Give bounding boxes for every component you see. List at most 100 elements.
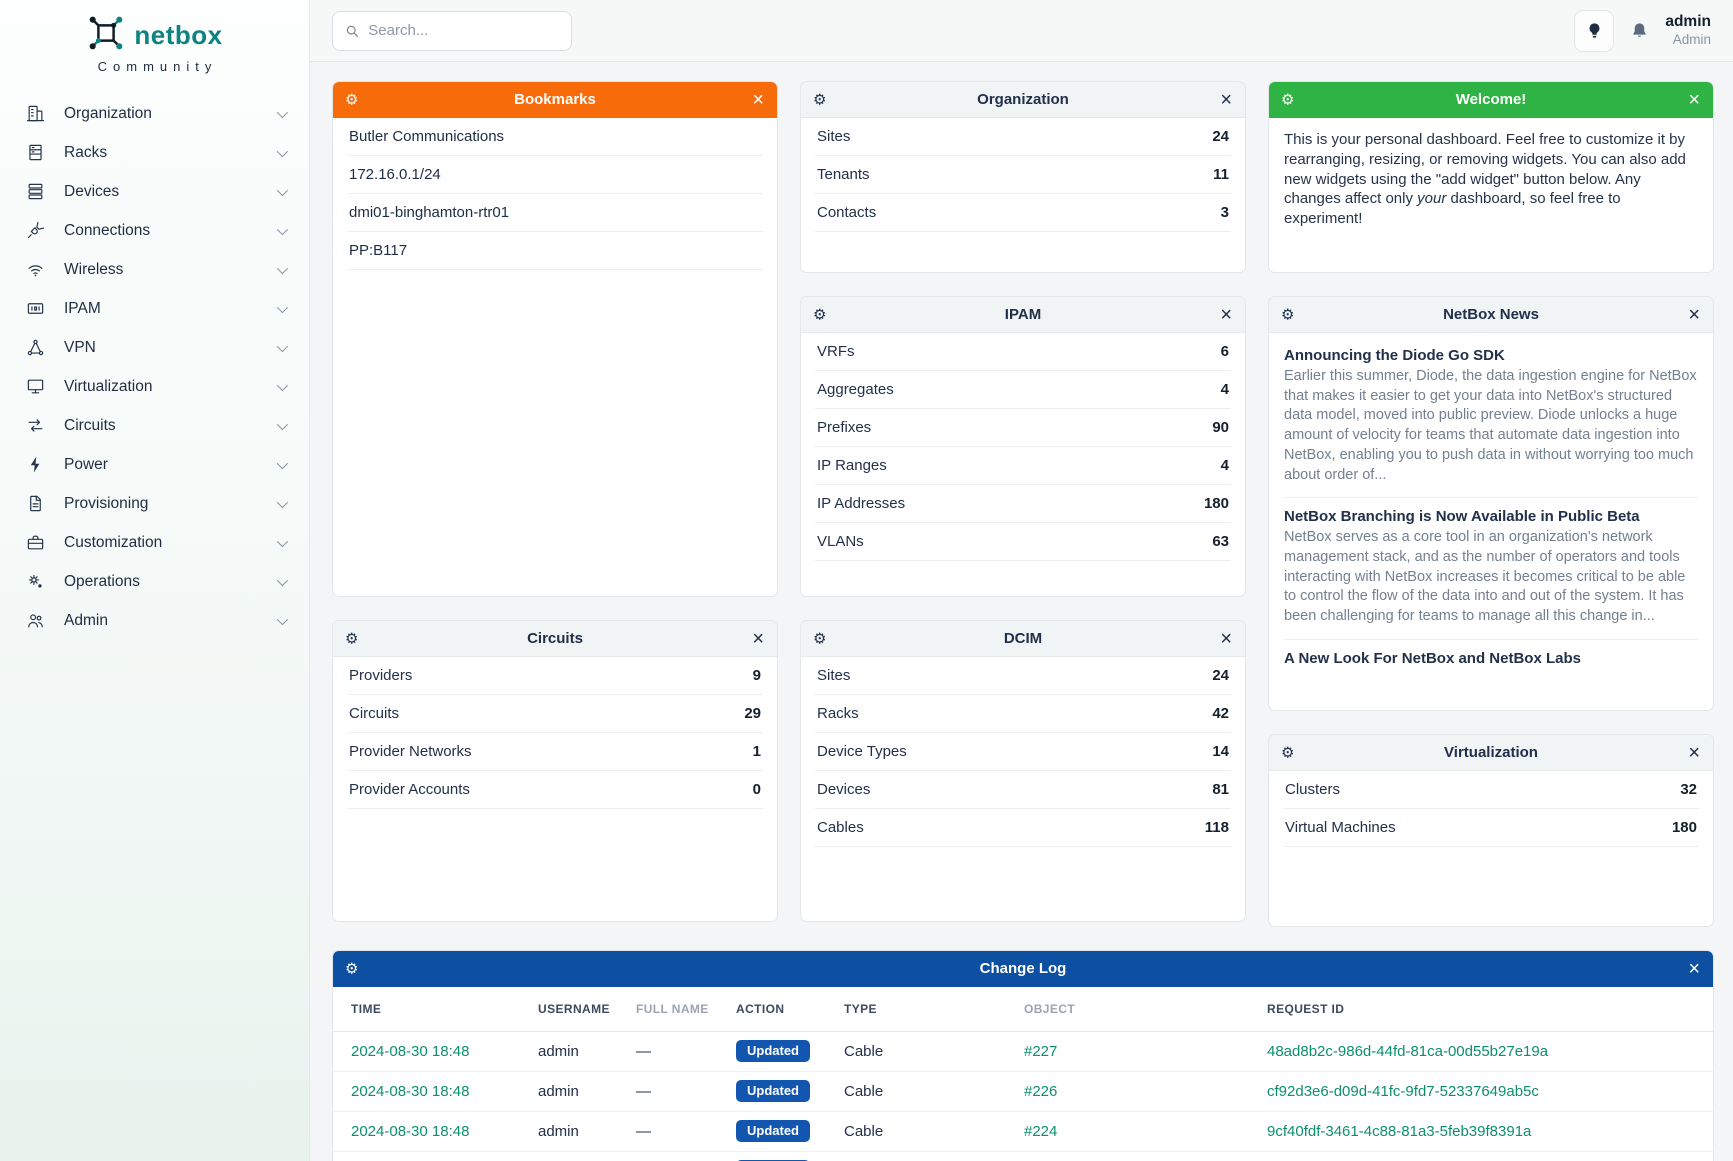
- sidebar-item-operations[interactable]: Operations: [0, 562, 309, 601]
- widget-config-icon[interactable]: [813, 307, 826, 322]
- sidebar-item-virtualization[interactable]: Virtualization: [0, 367, 309, 406]
- widget-close-icon[interactable]: [1688, 305, 1700, 325]
- sidebar-item-vpn[interactable]: VPN: [0, 328, 309, 367]
- stat-label-link[interactable]: Cables: [817, 819, 864, 836]
- stat-label-link[interactable]: IP Ranges: [817, 457, 887, 474]
- action-badge: Updated: [736, 1120, 810, 1142]
- dashboard: Bookmarks Butler Communications172.16.0.…: [310, 62, 1733, 1161]
- widget-config-icon[interactable]: [345, 92, 358, 107]
- stat-label-link[interactable]: Provider Networks: [349, 743, 472, 760]
- widget-config-icon[interactable]: [813, 92, 826, 107]
- change-object-link[interactable]: #224: [1024, 1122, 1058, 1140]
- sidebar-item-organization[interactable]: Organization: [0, 94, 309, 133]
- change-time-link[interactable]: 2024-08-30 18:48: [351, 1082, 470, 1100]
- stat-label-link[interactable]: Virtual Machines: [1285, 819, 1396, 836]
- stat-label-link[interactable]: VLANs: [817, 533, 864, 550]
- stat-row: Contacts 3: [815, 194, 1231, 232]
- sidebar-item-provisioning[interactable]: Provisioning: [0, 484, 309, 523]
- chevron-down-icon: [276, 223, 289, 235]
- widget-close-icon[interactable]: [752, 629, 764, 649]
- stat-label-link[interactable]: IP Addresses: [817, 495, 906, 512]
- search-box[interactable]: [332, 10, 572, 51]
- stat-label-link[interactable]: Providers: [349, 667, 413, 684]
- request-id-link[interactable]: cf92d3e6-d09d-41fc-9fd7-52337649ab5c: [1267, 1082, 1539, 1100]
- stat-row: VLANs 63: [815, 523, 1231, 561]
- bookmark-link[interactable]: dmi01-binghamton-rtr01: [347, 194, 763, 232]
- stat-row: Aggregates 4: [815, 371, 1231, 409]
- widget-close-icon[interactable]: [1220, 629, 1232, 649]
- change-full-name: —: [636, 1042, 651, 1060]
- sidebar-item-power[interactable]: Power: [0, 445, 309, 484]
- action-badge: Updated: [736, 1040, 810, 1062]
- bookmark-link[interactable]: Butler Communications: [347, 118, 763, 156]
- theme-toggle-button[interactable]: [1574, 9, 1615, 52]
- sidebar-item-racks[interactable]: Racks: [0, 133, 309, 172]
- stat-label-link[interactable]: Tenants: [817, 166, 870, 183]
- widget-close-icon[interactable]: [1688, 959, 1700, 979]
- sidebar-item-connections[interactable]: Connections: [0, 211, 309, 250]
- request-id-link[interactable]: 48ad8b2c-986d-44fd-81ca-00d55b27e19a: [1267, 1042, 1549, 1060]
- search-input[interactable]: [368, 22, 559, 39]
- ip-grid-icon: [26, 299, 46, 319]
- stat-label-link[interactable]: Sites: [817, 128, 851, 145]
- change-type: Cable: [844, 1082, 884, 1100]
- widget-config-icon[interactable]: [1281, 307, 1294, 322]
- column-header-request-id[interactable]: Request ID: [1257, 987, 1713, 1032]
- widget-close-icon[interactable]: [1688, 90, 1700, 110]
- brand[interactable]: netbox Community: [0, 0, 309, 80]
- stat-label-link[interactable]: Circuits: [349, 705, 400, 722]
- news-article-link[interactable]: A New Look For NetBox and NetBox Labs: [1284, 649, 1581, 667]
- news-article-link[interactable]: Announcing the Diode Go SDK: [1284, 347, 1505, 364]
- stat-row: Device Types 14: [815, 733, 1231, 771]
- widget-config-icon[interactable]: [1281, 745, 1294, 760]
- sidebar-item-devices[interactable]: Devices: [0, 172, 309, 211]
- column-header-action[interactable]: Action: [726, 987, 834, 1032]
- stat-value: 180: [1671, 819, 1697, 836]
- change-time-link[interactable]: 2024-08-30 18:48: [351, 1122, 470, 1140]
- chevron-down-icon: [276, 340, 289, 352]
- column-header-username[interactable]: Username: [528, 987, 626, 1032]
- change-time-link[interactable]: 2024-08-30 18:48: [351, 1042, 470, 1060]
- notifications-button[interactable]: [1630, 21, 1649, 40]
- table-row: 2024-08-30 18:48 admin — Updated Cable #227 48…: [333, 1031, 1713, 1072]
- stat-label-link[interactable]: Contacts: [817, 204, 877, 221]
- column-header-type[interactable]: Type: [834, 987, 1014, 1032]
- widget-config-icon[interactable]: [1281, 92, 1294, 107]
- sidebar-item-ipam[interactable]: IPAM: [0, 289, 309, 328]
- stat-label-link[interactable]: Prefixes: [817, 419, 872, 436]
- stat-label-link[interactable]: Devices: [817, 781, 871, 798]
- widget-close-icon[interactable]: [752, 90, 764, 110]
- stat-label-link[interactable]: Device Types: [817, 743, 907, 760]
- change-object-link[interactable]: #227: [1024, 1042, 1058, 1060]
- widget-config-icon[interactable]: [813, 631, 826, 646]
- sidebar-item-admin[interactable]: Admin: [0, 601, 309, 640]
- document-icon: [26, 494, 46, 514]
- sidebar-item-customization[interactable]: Customization: [0, 523, 309, 562]
- stat-label-link[interactable]: Sites: [817, 667, 851, 684]
- request-id-link[interactable]: 9cf40fdf-3461-4c88-81a3-5feb39f8391a: [1267, 1122, 1532, 1140]
- widget-close-icon[interactable]: [1220, 305, 1232, 325]
- widget-close-icon[interactable]: [1688, 743, 1700, 763]
- stat-label-link[interactable]: Racks: [817, 705, 859, 722]
- stat-label-link[interactable]: Aggregates: [817, 381, 894, 398]
- stat-value: 3: [1220, 204, 1229, 221]
- column-header-time[interactable]: Time: [333, 987, 528, 1032]
- transfer-icon: [26, 416, 46, 436]
- widget-config-icon[interactable]: [345, 631, 358, 646]
- user-menu[interactable]: admin Admin: [1665, 12, 1711, 48]
- change-object-link[interactable]: #226: [1024, 1082, 1058, 1100]
- sidebar-item-wireless[interactable]: Wireless: [0, 250, 309, 289]
- stat-value: 6: [1220, 343, 1229, 360]
- stat-label-link[interactable]: VRFs: [817, 343, 855, 360]
- sidebar-item-circuits[interactable]: Circuits: [0, 406, 309, 445]
- widget-close-icon[interactable]: [1220, 90, 1232, 110]
- stat-label-link[interactable]: Provider Accounts: [349, 781, 470, 798]
- bookmark-link[interactable]: PP:B117: [347, 232, 763, 270]
- news-article-link[interactable]: NetBox Branching is Now Available in Pub…: [1284, 508, 1640, 526]
- bookmark-link[interactable]: 172.16.0.1/24: [347, 156, 763, 194]
- widget-config-icon[interactable]: [345, 961, 358, 976]
- stat-row: Prefixes 90: [815, 409, 1231, 447]
- stat-label-link[interactable]: Clusters: [1285, 781, 1341, 798]
- topbar: admin Admin: [310, 0, 1733, 62]
- stat-value: 4: [1220, 381, 1229, 398]
